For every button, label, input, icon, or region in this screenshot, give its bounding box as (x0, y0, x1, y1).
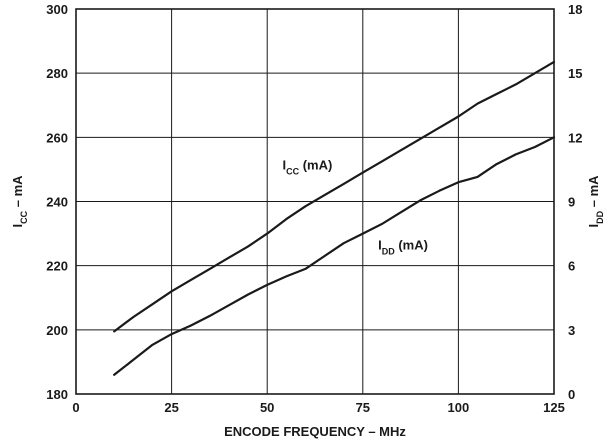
y-left-tick-label: 180 (46, 387, 68, 402)
series-label-idd: IDD (mA) (378, 238, 428, 257)
y-right-tick-label: 3 (568, 323, 575, 338)
x-tick-label: 0 (72, 400, 79, 415)
series-label-icc-main: I (282, 157, 286, 172)
y-right-tick-label: 9 (568, 195, 575, 210)
y-left-tick-label: 300 (46, 2, 68, 17)
y-right-tick-label: 15 (568, 66, 582, 81)
y-left-axis-title-main: I (10, 224, 25, 228)
series-line-cc (113, 60, 556, 333)
y-right-axis-title: IDD – mA (586, 175, 605, 228)
y-left-tick-label: 200 (46, 323, 68, 338)
y-left-tick-label: 280 (46, 66, 68, 81)
y-right-tick-label: 0 (568, 387, 575, 402)
y-right-tick-label: 6 (568, 259, 575, 274)
x-tick-label: 50 (260, 400, 274, 415)
y-left-tick-label: 260 (46, 130, 68, 145)
grid (76, 9, 554, 394)
series-label-idd-rest: (mA) (395, 238, 428, 253)
x-axis-title: ENCODE FREQUENCY – MHz (224, 424, 406, 439)
series-label-icc: ICC (mA) (282, 157, 332, 176)
y-left-axis-title-sub: CC (19, 210, 29, 223)
x-tick-label: 25 (164, 400, 178, 415)
y-left-axis-title: ICC – mA (10, 175, 29, 228)
y-right-tick-label: 12 (568, 130, 582, 145)
x-tick-label: 75 (356, 400, 370, 415)
y-left-axis-title-rest: – mA (10, 175, 25, 211)
y-right-axis-title-main: I (586, 224, 601, 228)
series-label-idd-main: I (378, 238, 382, 253)
y-right-axis-title-rest: – mA (586, 175, 601, 211)
plot-frame (75, 8, 555, 395)
x-tick-label: 100 (448, 400, 470, 415)
x-tick-labels: 0 25 50 75 100 125 (72, 400, 564, 415)
series-lines (113, 60, 556, 376)
series-label-idd-sub: DD (382, 247, 395, 257)
y-right-axis-title-sub: DD (595, 210, 605, 223)
y-left-tick-label: 220 (46, 259, 68, 274)
y-right-tick-labels: 0 3 6 9 12 15 18 (568, 2, 582, 402)
y-left-tick-label: 240 (46, 195, 68, 210)
y-right-tick-label: 18 (568, 2, 582, 17)
series-label-icc-sub: CC (286, 166, 299, 176)
series-label-icc-rest: (mA) (299, 157, 332, 172)
series-line-dd (113, 136, 556, 376)
y-left-tick-labels: 180 200 220 240 260 280 300 (46, 2, 68, 402)
x-tick-label: 125 (543, 400, 565, 415)
